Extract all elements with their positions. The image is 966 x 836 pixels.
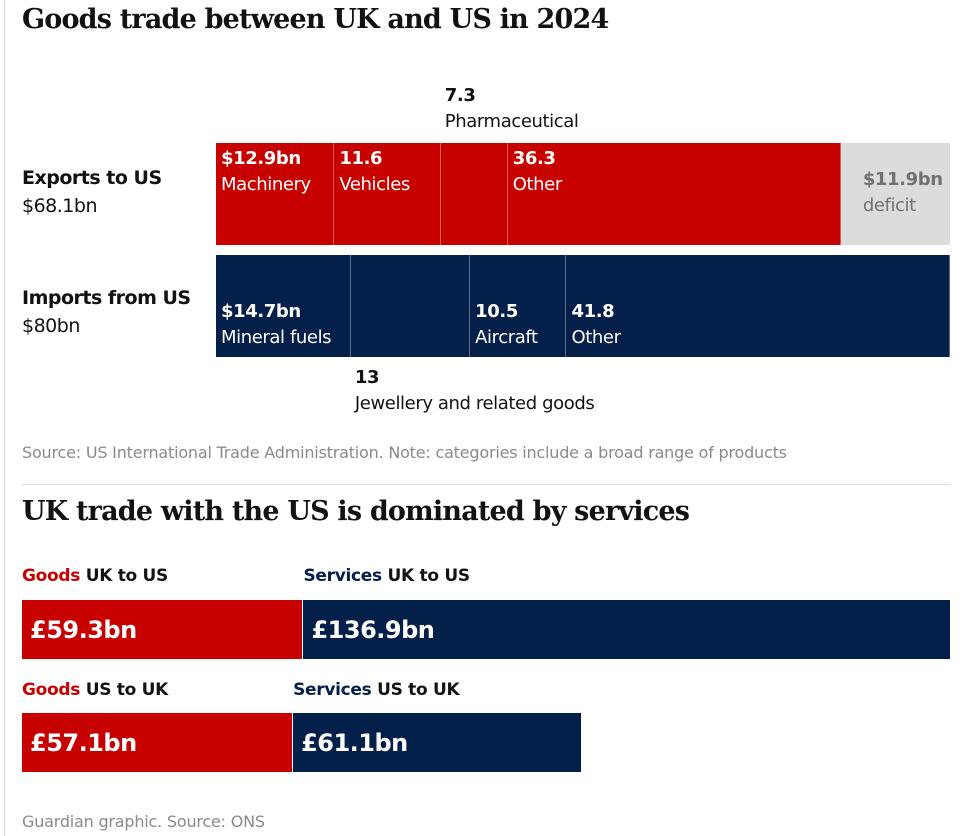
segment-name: Vehicles: [339, 174, 410, 195]
segment-name: Pharmaceutical: [444, 111, 579, 132]
services-label: Services UK to US: [303, 566, 471, 586]
segment-value: 41.8: [571, 301, 615, 322]
bar-value: £61.1bn: [301, 728, 408, 757]
bar-value: £59.3bn: [30, 615, 137, 644]
source-note-2: Guardian graphic. Source: ONS: [22, 812, 265, 831]
direction: UK to US: [387, 566, 471, 586]
bar-segment-deficit: $11.9bn deficit: [840, 143, 950, 245]
segment-name: Other: [571, 327, 621, 348]
segment-name: Jewellery and related goods: [354, 393, 595, 414]
bar-segment-jewellery-and-related-goods: [350, 255, 471, 357]
bar-value: £136.9bn: [311, 615, 435, 644]
services-bar: £61.1bn: [293, 713, 582, 772]
bar-segment-mineral-fuels: $14.7bn Mineral fuels: [216, 255, 351, 357]
direction: US to UK: [85, 680, 169, 700]
segment-name: Mineral fuels: [221, 327, 332, 348]
bar-segment-other: 41.8 Other: [566, 255, 950, 357]
services-bar: £136.9bn: [303, 600, 950, 659]
kind: Services: [303, 566, 382, 586]
bar-segment-vehicles: 11.6 Vehicles: [334, 143, 441, 245]
bar-segment-pharmaceutical: [440, 143, 508, 245]
bar-segment-other: 36.3 Other: [507, 143, 841, 245]
segment-value: $14.7bn: [221, 301, 301, 322]
bar-value: £57.1bn: [30, 728, 137, 757]
kind: Services: [293, 680, 372, 700]
bar-segment-machinery: $12.9bn Machinery: [216, 143, 335, 245]
segment-name: Other: [512, 174, 563, 195]
divider: [22, 484, 950, 485]
segment-value: $11.9bn: [862, 169, 943, 190]
direction: UK to US: [85, 566, 169, 586]
segment-value: 11.6: [339, 148, 383, 169]
goods-label: Goods UK to US: [22, 566, 168, 586]
outside-label: 13 Jewellery and related goods: [354, 365, 595, 417]
segment-name: Aircraft: [475, 327, 538, 348]
goods-label: Goods US to UK: [22, 680, 168, 700]
left-rule: [4, 0, 5, 836]
bar-segment-aircraft: 10.5 Aircraft: [470, 255, 567, 357]
exports-label: Exports to US $68.1bn: [22, 167, 162, 217]
segment-value: 13: [354, 367, 380, 388]
direction: US to UK: [377, 680, 460, 700]
segment-value: 36.3: [512, 148, 556, 169]
source-note-1: Source: US International Trade Administr…: [22, 443, 787, 462]
goods-bar: £59.3bn: [22, 600, 303, 659]
segment-value: 7.3: [444, 85, 476, 106]
segment-name: Machinery: [221, 174, 311, 195]
segment-value: 10.5: [475, 301, 518, 322]
goods-bar: £57.1bn: [22, 713, 293, 772]
services-label: Services US to UK: [293, 680, 460, 700]
segment-name: deficit: [862, 195, 916, 216]
kind: Goods: [22, 566, 81, 586]
kind: Goods: [22, 680, 81, 700]
imports-label: Imports from US $80bn: [22, 287, 191, 337]
chart-title-1: Goods trade between UK and US in 2024: [22, 4, 609, 35]
outside-label: 7.3 Pharmaceutical: [445, 83, 579, 135]
segment-value: $12.9bn: [221, 148, 301, 169]
chart-title-2: UK trade with the US is dominated by ser…: [22, 496, 690, 527]
